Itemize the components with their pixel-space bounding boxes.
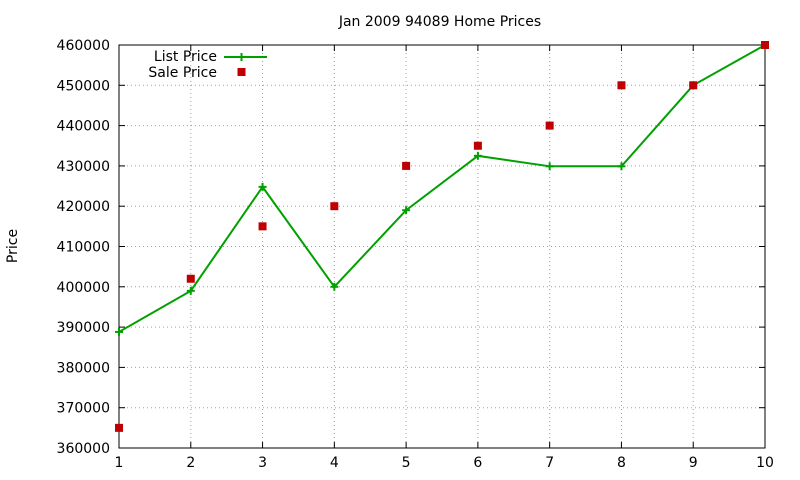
y-axis-label: Price [5, 229, 21, 263]
sale-price-point [545, 121, 554, 130]
y-tick-label: 420000 [57, 199, 110, 215]
legend-label-list-price: List Price [154, 49, 217, 65]
chart-title: Jan 2009 94089 Home Prices [338, 14, 541, 30]
y-tick-label: 360000 [57, 441, 110, 457]
list-price-point [258, 182, 267, 191]
x-tick-label: 6 [473, 455, 482, 471]
legend-label-sale-price: Sale Price [148, 65, 217, 81]
series-layer [115, 41, 769, 432]
legend-sample-sale-price [237, 68, 246, 76]
x-tick-label: 1 [115, 455, 124, 471]
list-price-point [402, 206, 411, 215]
x-tick-label: 9 [689, 455, 698, 471]
list-price-point [617, 162, 626, 171]
x-tick-label: 2 [186, 455, 195, 471]
sale-price-point [617, 81, 626, 90]
grid [119, 45, 765, 448]
sale-price-point [473, 141, 482, 150]
y-tick-label: 410000 [57, 240, 110, 256]
y-tick-label: 400000 [57, 280, 110, 296]
sale-price-point [402, 161, 411, 170]
sale-price-point [330, 202, 339, 211]
sale-price-point [689, 81, 698, 90]
x-tick-label: 10 [756, 455, 774, 471]
list-price-point [473, 151, 482, 160]
list-price-point [330, 282, 339, 291]
x-tick-label: 7 [545, 455, 554, 471]
x-tick-label: 8 [617, 455, 626, 471]
sale-price-point [186, 274, 195, 283]
list-price-point [115, 327, 123, 336]
y-tick-label: 380000 [57, 360, 110, 376]
legend: List Price Sale Price [148, 49, 267, 81]
y-tick-label: 370000 [57, 401, 110, 417]
y-tick-label: 390000 [57, 320, 110, 336]
y-tick-label: 440000 [57, 119, 110, 135]
y-tick-label: 450000 [57, 78, 110, 94]
y-tick-label: 430000 [57, 159, 110, 175]
sale-price-point [258, 222, 267, 231]
x-tick-label: 4 [330, 455, 339, 471]
sale-price-point [761, 41, 769, 49]
ticks: 1 2 3 4 5 6 7 8 9 10 360000 370000 380000 390000 40000… [57, 38, 774, 471]
list-price-point [186, 286, 195, 295]
list-price-line [118, 44, 766, 333]
x-tick-label: 5 [402, 455, 411, 471]
list-price-point [545, 162, 554, 171]
y-tick-label: 460000 [57, 38, 110, 54]
x-tick-label: 3 [258, 455, 267, 471]
sale-price-point [115, 423, 123, 432]
